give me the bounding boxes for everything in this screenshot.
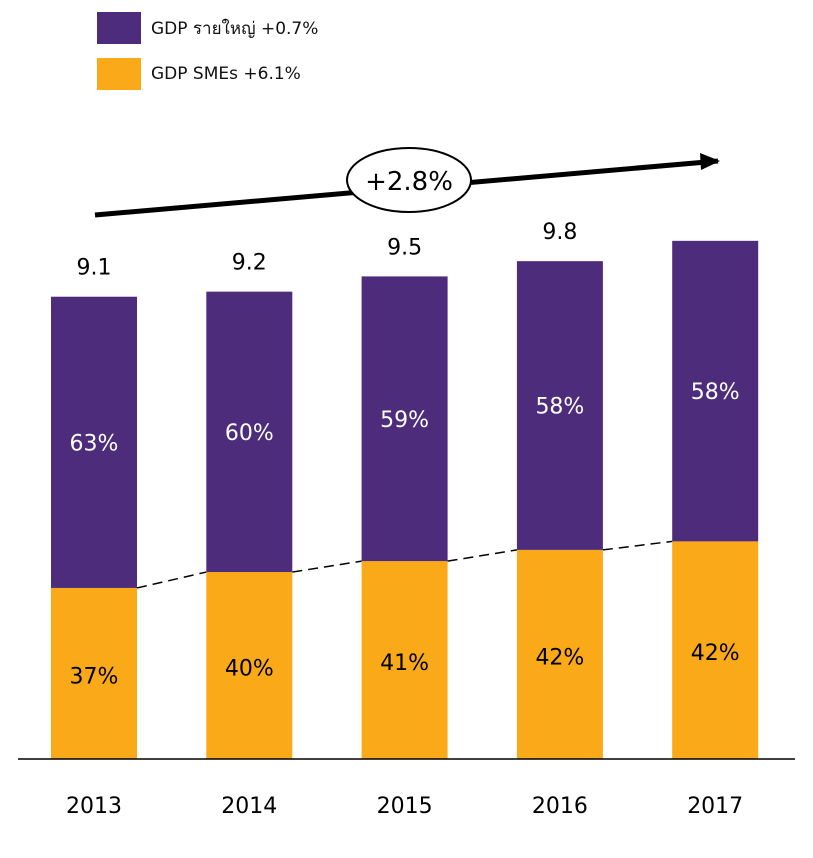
legend-label-large: GDP รายใหญ่ +0.7% bbox=[151, 18, 319, 39]
total-label-2014: 9.2 bbox=[232, 251, 267, 276]
bar-large-2013 bbox=[51, 296, 137, 588]
label-smes-2017: 42% bbox=[691, 641, 740, 666]
bar-large-2015 bbox=[361, 276, 448, 562]
smes-trend-line bbox=[602, 540, 673, 551]
x-tick-2014: 2014 bbox=[221, 794, 277, 819]
arrow-head-icon bbox=[700, 153, 720, 170]
smes-trend-line bbox=[447, 549, 518, 562]
bar-smes-2016 bbox=[516, 549, 603, 759]
growth-annotation: +2.8% bbox=[365, 167, 453, 197]
label-large-2015: 59% bbox=[380, 408, 429, 433]
bar-large-2016 bbox=[516, 261, 603, 550]
legend-swatch-smes bbox=[97, 58, 141, 90]
x-tick-2016: 2016 bbox=[532, 794, 588, 819]
legend-swatch-large bbox=[97, 12, 141, 44]
bar-smes-2015 bbox=[361, 561, 448, 759]
label-large-2013: 63% bbox=[70, 431, 119, 456]
bar-smes-2013 bbox=[51, 587, 137, 759]
label-smes-2016: 42% bbox=[535, 645, 584, 670]
label-smes-2014: 40% bbox=[225, 657, 274, 682]
smes-trend-line bbox=[292, 560, 362, 573]
x-tick-2015: 2015 bbox=[377, 794, 433, 819]
total-label-2016: 9.8 bbox=[542, 220, 577, 245]
bar-smes-2014 bbox=[206, 572, 293, 759]
label-smes-2015: 41% bbox=[380, 651, 429, 676]
smes-trend-line bbox=[136, 571, 207, 589]
label-large-2017: 58% bbox=[691, 380, 740, 405]
legend-item-smes: GDP SMEs +6.1% bbox=[97, 58, 301, 90]
label-smes-2013: 37% bbox=[70, 664, 119, 689]
total-label-2015: 9.5 bbox=[387, 235, 422, 260]
x-tick-2017: 2017 bbox=[687, 794, 743, 819]
label-large-2014: 60% bbox=[225, 421, 274, 446]
x-tick-2013: 2013 bbox=[66, 794, 122, 819]
legend-item-large: GDP รายใหญ่ +0.7% bbox=[97, 12, 318, 44]
bar-smes-2017 bbox=[672, 541, 759, 759]
growth-ellipse bbox=[346, 147, 472, 213]
legend-label-smes: GDP SMEs +6.1% bbox=[151, 64, 301, 84]
bar-large-2014 bbox=[206, 291, 293, 573]
label-large-2016: 58% bbox=[535, 395, 584, 420]
total-label-2013: 9.1 bbox=[77, 256, 112, 281]
bar-large-2017 bbox=[672, 240, 759, 542]
